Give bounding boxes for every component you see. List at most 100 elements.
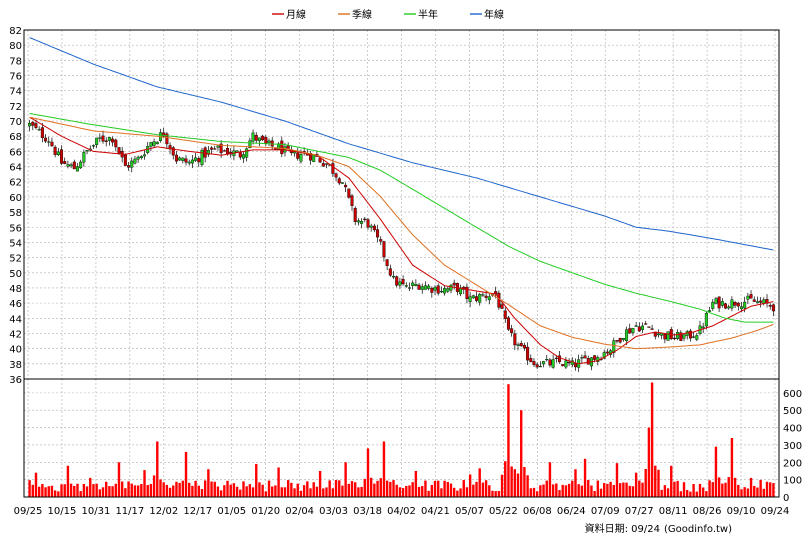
candle	[749, 290, 753, 299]
volume-bar	[427, 490, 430, 497]
candle-body	[711, 301, 715, 309]
volume-bar	[733, 477, 737, 497]
volume-bar	[347, 483, 351, 497]
candle	[717, 296, 721, 313]
volume-bar	[133, 485, 137, 497]
candle-body	[174, 154, 178, 162]
candle	[427, 284, 431, 291]
volume-bar	[293, 488, 296, 497]
candle	[759, 297, 763, 308]
candle	[768, 303, 772, 310]
candle-body	[414, 284, 418, 286]
volume-bar	[143, 470, 146, 497]
candle-body	[85, 149, 89, 152]
candle-body	[376, 229, 380, 238]
candle	[631, 327, 635, 336]
candle	[641, 322, 645, 334]
volume-bar	[258, 482, 261, 497]
candle-body	[264, 137, 268, 144]
candle	[369, 223, 373, 232]
candle	[545, 355, 549, 362]
candle-body	[72, 161, 76, 170]
volume-bar	[526, 475, 529, 497]
candle	[688, 328, 692, 342]
volume-bar	[89, 477, 92, 497]
candle	[31, 121, 35, 131]
volume-bar	[124, 488, 127, 497]
candle	[104, 137, 108, 147]
candle	[755, 296, 759, 304]
candle	[605, 348, 609, 356]
candle-body	[749, 294, 753, 299]
candle	[455, 282, 459, 296]
candle	[564, 356, 568, 370]
candle	[420, 283, 424, 294]
candle-body	[312, 154, 316, 162]
volume-bar	[165, 484, 169, 497]
candle	[340, 182, 344, 184]
legend-item: 季線	[338, 8, 372, 21]
footer-source-label: (Goodinfo.tw)	[664, 524, 732, 535]
candle-body	[519, 343, 523, 347]
candle-body	[385, 259, 389, 266]
volume-bar	[312, 482, 315, 497]
candle	[194, 153, 198, 162]
volume-bar	[523, 467, 526, 497]
candle	[634, 321, 638, 327]
volume-bar	[548, 462, 552, 497]
candle-body	[672, 337, 676, 340]
volume-bar	[660, 489, 663, 497]
legend-item: 半年	[404, 8, 438, 21]
volume-bar	[593, 490, 596, 497]
volume-bar	[354, 482, 357, 497]
volume-bar	[411, 482, 414, 497]
candle-body	[708, 310, 712, 312]
x-tick-label: 09/10	[727, 506, 756, 517]
candle-body	[443, 288, 447, 294]
volume-bar	[328, 480, 331, 497]
legend-label: 年線	[484, 8, 504, 21]
volume-bar	[60, 484, 63, 497]
volume-bar	[168, 487, 172, 497]
candle	[669, 326, 673, 340]
volume-bar	[516, 473, 520, 497]
candle-body	[548, 359, 552, 366]
candle	[146, 142, 150, 155]
volume-bar	[156, 441, 159, 497]
volume-bar	[772, 483, 775, 497]
candle	[475, 291, 479, 303]
volume-bar	[587, 480, 590, 497]
x-tick-label: 05/07	[455, 506, 484, 517]
volume-bar	[421, 486, 424, 497]
volume-bar	[478, 468, 481, 497]
legend-label: 季線	[352, 8, 372, 21]
volume-bar	[606, 483, 609, 497]
volume-bar	[309, 488, 312, 497]
candle	[254, 132, 258, 144]
volume-bar	[500, 474, 504, 497]
candle-body	[656, 333, 660, 336]
x-tick-label: 07/27	[625, 506, 654, 517]
candle	[446, 286, 450, 293]
volume-bar	[532, 487, 536, 497]
candle-body	[478, 294, 482, 303]
volume-bar	[302, 485, 306, 497]
candle-body	[79, 161, 83, 169]
candle	[257, 137, 261, 147]
candle-body	[427, 285, 431, 289]
candle	[123, 153, 127, 166]
candle-body	[50, 141, 54, 147]
volume-bar	[494, 491, 497, 497]
volume-bar	[682, 482, 686, 497]
candle-body	[241, 154, 245, 159]
candle	[548, 357, 552, 368]
candle-body	[586, 358, 590, 365]
candle-body	[625, 329, 629, 342]
candle-body	[621, 337, 625, 341]
price-y-tick-label: 76	[9, 72, 22, 83]
candle-body	[130, 160, 134, 168]
volume-bar	[622, 482, 625, 497]
chart-legend: 月線 季線 半年 年線	[272, 8, 504, 21]
candle-body	[506, 317, 510, 330]
price-y-tick-label: 60	[9, 193, 22, 204]
